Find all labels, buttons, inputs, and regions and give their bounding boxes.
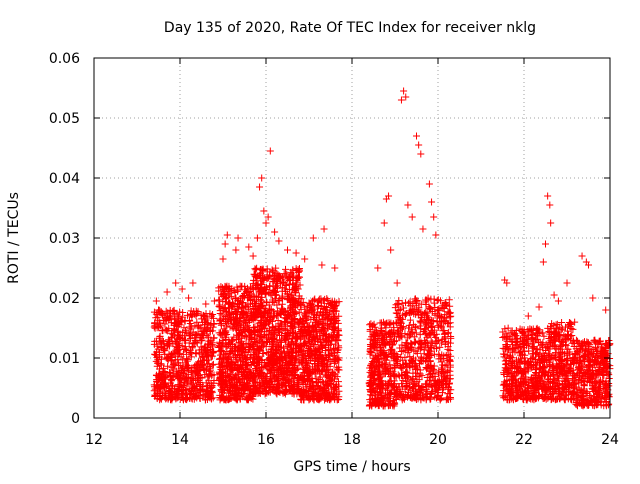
data-point bbox=[398, 348, 405, 355]
data-point bbox=[253, 265, 260, 272]
data-point bbox=[429, 339, 436, 346]
data-point bbox=[193, 319, 200, 326]
data-point bbox=[407, 317, 414, 324]
data-point bbox=[428, 389, 435, 396]
data-point bbox=[436, 344, 443, 351]
data-point bbox=[161, 321, 168, 328]
data-points bbox=[151, 88, 614, 410]
data-point bbox=[282, 266, 289, 273]
data-point bbox=[431, 296, 438, 303]
chart-title: Day 135 of 2020, Rate Of TEC Index for r… bbox=[164, 20, 536, 36]
